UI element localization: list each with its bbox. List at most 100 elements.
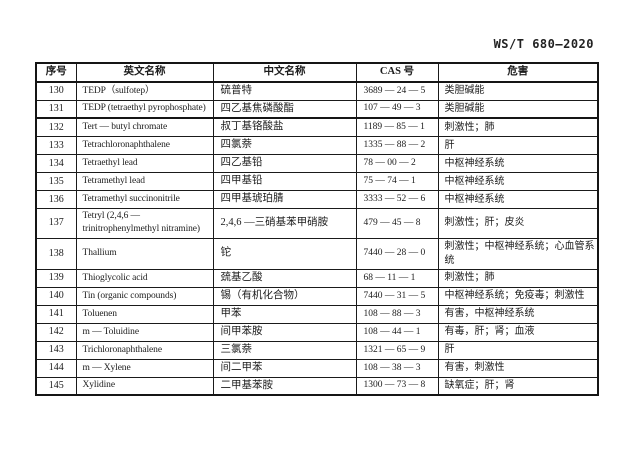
english-name-cell: Thioglycolic acid (75, 268, 214, 288)
row-index-cell: 133 (35, 136, 77, 156)
table-row: 143 Trichloronaphthalene 三氯萘 1321 — 65 —… (35, 340, 599, 360)
cas-number-cell: 1189 — 85 — 1 (355, 117, 439, 138)
table-row: 132 Tert — butyl chromate 叔丁基铬酸盐 1189 — … (35, 117, 599, 138)
cas-number-cell: 78 — 00 — 2 (355, 154, 439, 174)
table-row: 138 Thallium 铊 7440 — 28 — 0 刺激性；中枢神经系统；… (35, 237, 599, 270)
cas-number-cell: 75 — 74 — 1 (355, 172, 439, 192)
cas-number-cell: 1321 — 65 — 9 (355, 340, 439, 360)
row-index-cell: 138 (35, 237, 77, 270)
table-row: 130 TEDP（sulfotep） 硫普特 3689 — 24 — 5 类胆碱… (35, 81, 599, 101)
row-index-cell: 131 (35, 99, 77, 120)
chinese-name-cell: 四甲基铅 (212, 172, 357, 192)
table-row: 139 Thioglycolic acid 巯基乙酸 68 — 11 — 1 刺… (35, 268, 599, 288)
english-name-cell: Tetramethyl lead (75, 172, 214, 192)
cas-number-cell: 479 — 45 — 8 (355, 208, 439, 239)
chinese-name-cell: 四乙基焦磷酸酯 (212, 99, 357, 120)
col-header-hazard: 危害 (437, 62, 599, 83)
hazard-cell: 类胆碱能 (437, 99, 599, 120)
hazard-cell: 有害，刺激性 (437, 358, 599, 378)
table-header-row: 序号 英文名称 中文名称 CAS 号 危害 (35, 62, 599, 83)
chinese-name-cell: 硫普特 (212, 81, 357, 101)
chinese-name-cell: 2,4,6 —三硝基苯甲硝胺 (212, 208, 357, 239)
table-row: 144 m — Xylene 间二甲苯 108 — 38 — 3 有害，刺激性 (35, 358, 599, 378)
english-name-cell: Tetrachloronaphthalene (75, 136, 214, 156)
row-index-cell: 136 (35, 190, 77, 210)
english-name-cell: m — Toluidine (75, 322, 214, 342)
hazard-cell: 缺氧症；肝；肾 (437, 376, 599, 396)
english-name-cell: TEDP（sulfotep） (75, 81, 214, 101)
chinese-name-cell: 四乙基铅 (212, 154, 357, 174)
hazard-cell: 有害，中枢神经系统 (437, 304, 599, 324)
english-name-cell: Tin (organic compounds) (75, 286, 214, 306)
cas-number-cell: 1300 — 73 — 8 (355, 376, 439, 396)
hazard-cell: 类胆碱能 (437, 81, 599, 101)
hazard-cell: 中枢神经系统 (437, 190, 599, 210)
row-index-cell: 137 (35, 208, 77, 239)
chinese-name-cell: 间甲苯胺 (212, 322, 357, 342)
cas-number-cell: 108 — 44 — 1 (355, 322, 439, 342)
hazard-cell: 肝 (437, 136, 599, 156)
table-row: 133 Tetrachloronaphthalene 四氯萘 1335 — 88… (35, 136, 599, 156)
table-row: 145 Xylidine 二甲基苯胺 1300 — 73 — 8 缺氧症；肝；肾 (35, 376, 599, 396)
table-row: 136 Tetramethyl succinonitrile 四甲基琥珀腈 33… (35, 190, 599, 210)
table-row: 134 Tetraethyl lead 四乙基铅 78 — 00 — 2 中枢神… (35, 154, 599, 174)
row-index-cell: 132 (35, 117, 77, 138)
table-body: 130 TEDP（sulfotep） 硫普特 3689 — 24 — 5 类胆碱… (35, 81, 599, 396)
cas-number-cell: 1335 — 88 — 2 (355, 136, 439, 156)
chinese-name-cell: 锡（有机化合物） (212, 286, 357, 306)
english-name-cell: Tetraethyl lead (75, 154, 214, 174)
hazard-substance-table: 序号 英文名称 中文名称 CAS 号 危害 130 TEDP（sulfotep）… (35, 62, 599, 397)
chinese-name-cell: 巯基乙酸 (212, 268, 357, 288)
cas-number-cell: 68 — 11 — 1 (355, 268, 439, 288)
row-index-cell: 135 (35, 172, 77, 192)
cas-number-cell: 108 — 88 — 3 (355, 304, 439, 324)
row-index-cell: 141 (35, 304, 77, 324)
cas-number-cell: 108 — 38 — 3 (355, 358, 439, 378)
row-index-cell: 140 (35, 286, 77, 306)
table-row: 131 TEDP (tetraethyl pyrophosphate) 四乙基焦… (35, 99, 599, 120)
col-header-chinese-name: 中文名称 (212, 62, 357, 83)
cas-number-cell: 3689 — 24 — 5 (355, 81, 439, 101)
col-header-english-name: 英文名称 (75, 62, 214, 83)
english-name-cell: Thallium (75, 237, 214, 270)
chinese-name-cell: 甲苯 (212, 304, 357, 324)
row-index-cell: 143 (35, 340, 77, 360)
english-name-cell: Toluenen (75, 304, 214, 324)
cas-number-cell: 107 — 49 — 3 (355, 99, 439, 120)
table-row: 141 Toluenen 甲苯 108 — 88 — 3 有害，中枢神经系统 (35, 304, 599, 324)
row-index-cell: 134 (35, 154, 77, 174)
hazard-cell: 中枢神经系统；免疫毒；刺激性 (437, 286, 599, 306)
chinese-name-cell: 二甲基苯胺 (212, 376, 357, 396)
cas-number-cell: 3333 — 52 — 6 (355, 190, 439, 210)
cas-number-cell: 7440 — 31 — 5 (355, 286, 439, 306)
hazard-cell: 有毒，肝；肾；血液 (437, 322, 599, 342)
row-index-cell: 139 (35, 268, 77, 288)
table-row: 135 Tetramethyl lead 四甲基铅 75 — 74 — 1 中枢… (35, 172, 599, 192)
english-name-cell: Tetryl (2,4,6 — trinitrophenylmethyl nit… (75, 208, 214, 239)
chinese-name-cell: 叔丁基铬酸盐 (212, 117, 357, 138)
row-index-cell: 142 (35, 322, 77, 342)
standard-number: WS/T 680—2020 (493, 37, 594, 51)
hazard-cell: 刺激性；中枢神经系统；心血管系统 (437, 237, 599, 270)
hazard-cell: 肝 (437, 340, 599, 360)
english-name-cell: m — Xylene (75, 358, 214, 378)
table-row: 137 Tetryl (2,4,6 — trinitrophenylmethyl… (35, 208, 599, 239)
cas-number-cell: 7440 — 28 — 0 (355, 237, 439, 270)
row-index-cell: 145 (35, 376, 77, 396)
hazard-cell: 刺激性；肺 (437, 268, 599, 288)
english-name-cell: Tetramethyl succinonitrile (75, 190, 214, 210)
english-name-cell: Tert — butyl chromate (75, 117, 214, 138)
table-row: 140 Tin (organic compounds) 锡（有机化合物） 744… (35, 286, 599, 306)
hazard-cell: 中枢神经系统 (437, 172, 599, 192)
row-index-cell: 130 (35, 81, 77, 101)
english-name-cell: Xylidine (75, 376, 214, 396)
row-index-cell: 144 (35, 358, 77, 378)
english-name-cell: Trichloronaphthalene (75, 340, 214, 360)
hazard-cell: 中枢神经系统 (437, 154, 599, 174)
english-name-cell: TEDP (tetraethyl pyrophosphate) (75, 99, 214, 120)
hazard-cell: 刺激性；肝；皮炎 (437, 208, 599, 239)
hazard-cell: 刺激性；肺 (437, 117, 599, 138)
chinese-name-cell: 四甲基琥珀腈 (212, 190, 357, 210)
col-header-cas-number: CAS 号 (355, 62, 439, 83)
